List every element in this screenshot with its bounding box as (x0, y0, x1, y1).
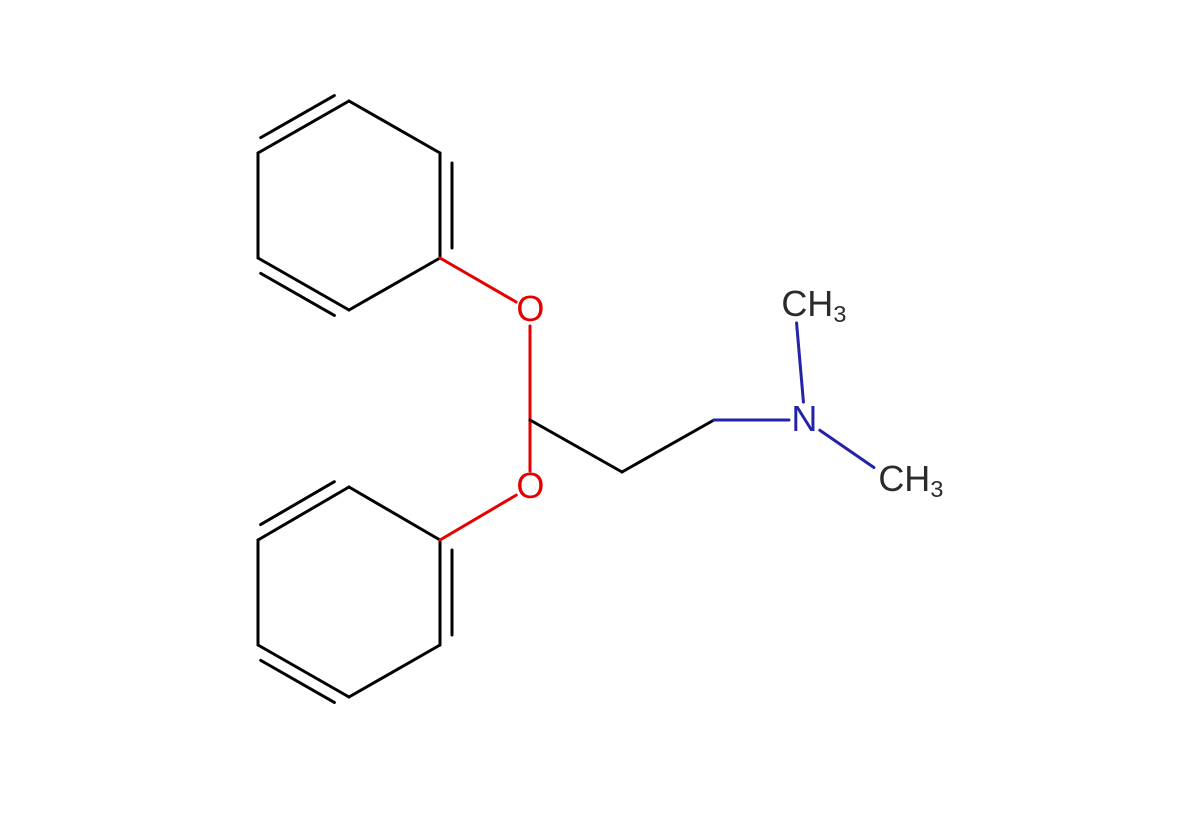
oxygen-atom-1-label: O (516, 291, 544, 327)
methyl-group-1-label: CH3 (781, 286, 846, 322)
molecule-canvas: O O N CH3 CH3 (0, 0, 1190, 837)
methyl-group-2-label: CH3 (878, 461, 943, 497)
nitrogen-atom-label: N (791, 401, 817, 437)
oxygen-atom-2-label: O (516, 468, 544, 504)
bond-layer (0, 0, 1190, 837)
